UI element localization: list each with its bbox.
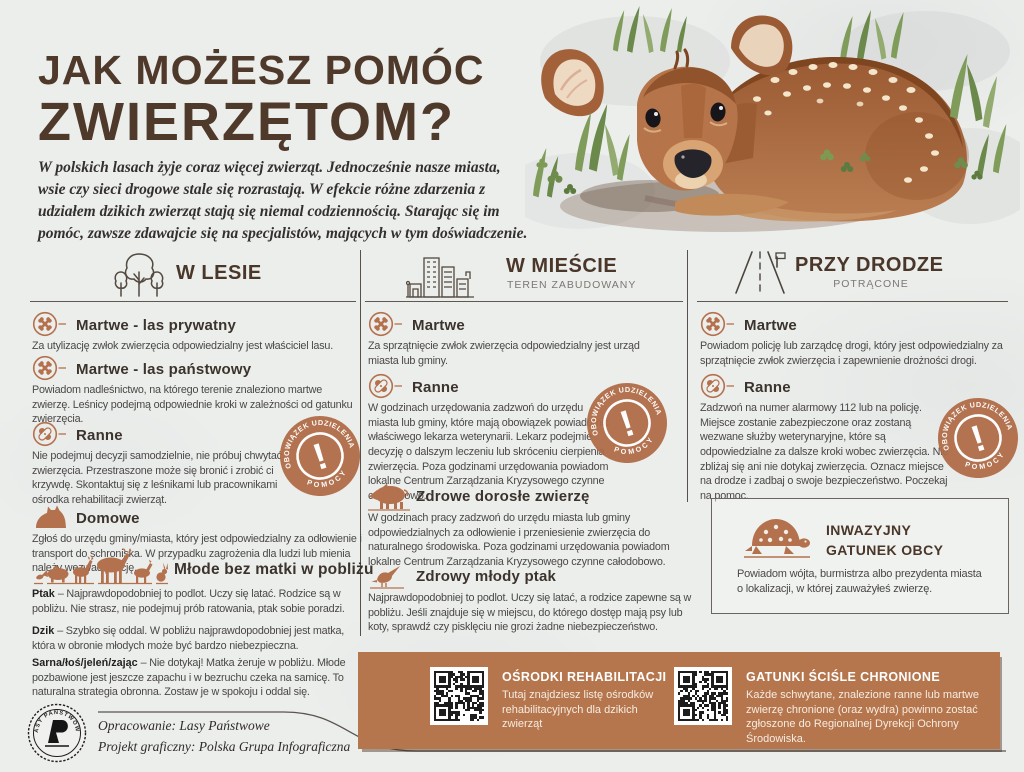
item-title: Zdrowy młody ptak [416,568,557,585]
column-header-city: W MIEŚCIE [506,255,618,277]
lasy-panstwowe-logo: LASY PAŃSTWOWE [26,702,87,763]
band-section-title: OŚRODKI REHABILITACJI [502,670,667,684]
item-body: Nie podejmuj decyzji samodzielnie, nie p… [32,450,282,507]
bones-icon [32,311,66,337]
item-title: Zdrowe dorosłe zwierzę [416,488,590,505]
item-body: Zadzwoń na numer alarmowy 112 lub na pol… [700,402,949,503]
dog-icon [36,505,66,528]
item-body: Powiadom nadleśnictwo, na którego tereni… [32,384,353,426]
item-title: Ranne [76,427,123,444]
item-body: Powiadom policję lub zarządcę drogi, któ… [700,340,1003,367]
fawn-spots [753,62,939,183]
trees-icon [114,253,164,297]
column-divider [360,250,361,636]
page-title-line2: ZWIERZĘTOM? [38,92,455,152]
bandage-icon [700,373,734,399]
band-section-body: Tutaj znajdziesz listę ośrodków rehabili… [502,689,654,731]
credit-line-1: Opracowanie: Lasy Państwowe [98,718,270,733]
item-body: Za utylizację zwłok zwierzęcia odpowiedz… [32,340,334,352]
qr-code-icon [430,667,488,725]
subitem-bird: Ptak – Najprawdopodobniej to podlot. Ucz… [32,587,360,616]
column-subtitle-road: POTRĄCONE [833,278,909,290]
item-title: Martwe - las państwowy [76,361,252,378]
credit-line-2: Projekt graficzny: Polska Grupa Infograf… [98,739,351,754]
fawn-eyes [643,102,728,133]
header-rule [365,301,683,302]
subitem-body: – Szybko się oddal. W pobliżu najprawdop… [32,625,345,652]
item-body: Najprawdopodobniej to podlot. Uczy się l… [368,592,692,634]
subitem-lead: Sarna/łoś/jeleń/zając [32,657,141,669]
column-divider [687,250,688,502]
bandage-icon [368,373,402,399]
bandage-icon [32,421,66,447]
turtle-icon [744,519,810,558]
item-title: Ranne [744,379,791,396]
subitem-body: – Najprawdopodobniej to podlot. Uczy się… [32,588,345,615]
invasive-body: Powiadom wójta, burmistrza albo prezyden… [737,568,982,595]
item-title: Ranne [412,379,459,396]
invasive-species-box [711,498,1009,614]
invasive-title-line1: INWAZYJNY [826,522,912,538]
young-animals-icon [34,548,168,585]
item-title: Martwe [412,317,465,334]
subitem-boar: Dzik – Szybko się oddal. W pobliżu najpr… [32,624,360,653]
city-buildings-icon [406,257,474,298]
subitem-lead: Dzik [32,625,58,637]
band-section-body: Każde schwytane, znalezione ranne lub ma… [746,689,979,745]
road-icon [735,251,786,294]
obligation-stamp: OBOWIĄZEK UDZIELENIA POMOCY ! [583,379,667,463]
swoosh-line [98,711,1006,752]
page-title-line1: JAK MOŻESZ POMÓC [38,47,485,93]
bird-icon [370,566,404,589]
header-rule [30,301,356,302]
column-header-road: PRZY DRODZE [795,254,944,276]
subitem-lead: Ptak [32,588,58,600]
column-subtitle-city: TEREN ZABUDOWANY [507,279,637,291]
item-body: Za sprzątnięcie zwłok zwierzęcia odpowie… [368,340,640,367]
fawn-illustration [525,6,1020,232]
item-title: Domowe [76,510,140,527]
boar-icon [368,483,410,511]
item-title: Martwe - las prywatny [76,317,237,334]
obligation-stamp: OBOWIĄZEK UDZIELENIA POMOCY ! [934,394,1018,478]
bones-icon [32,355,66,381]
bones-icon [700,311,734,337]
intro-paragraph: W polskich lasach żyje coraz więcej zwie… [38,159,528,243]
bones-icon [368,311,402,337]
column-header-forest: W LESIE [176,262,262,284]
band-section-title: GATUNKI ŚCIŚLE CHRONIONE [746,670,941,684]
qr-code-icon [674,667,732,725]
subitem-body: – Nie dotykaj! Matka żeruje w pobliżu. M… [32,657,346,699]
item-title: Martwe [744,317,797,334]
header-rule [697,301,1008,302]
item-body: W godzinach pracy zadzwoń do urzędu mias… [368,512,670,569]
item-title: Młode bez matki w pobliżu [174,561,374,578]
obligation-stamp: OBOWIĄZEK UDZIELENIA POMOCY ! [276,412,360,496]
subitem-deer: Sarna/łoś/jeleń/zając – Nie dotykaj! Mat… [32,656,364,700]
invasive-title-line2: GATUNEK OBCY [826,542,944,558]
